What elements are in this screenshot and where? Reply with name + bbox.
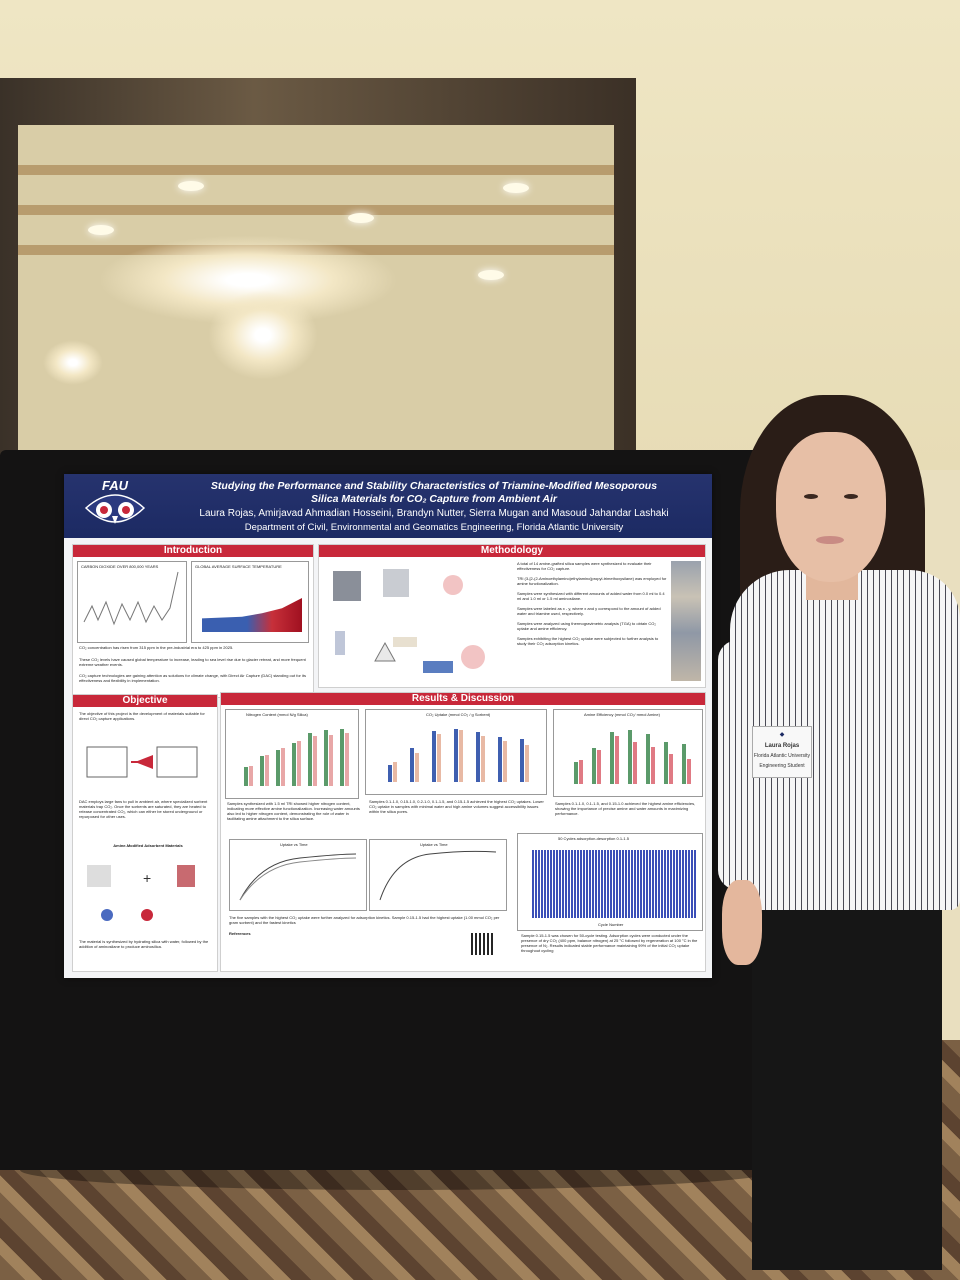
cycles-x-label: Cycle Number [598,922,624,927]
cycle-bars [532,850,696,918]
kinetics-chart-title-1: Uptake vs Time [280,842,308,847]
amine-efficiency-chart: Amine Efficiency (mmol CO₂/ mmol Amine) [553,709,703,797]
kinetics-chart-title-2: Uptake vs Time [420,842,448,847]
cycles-caption: Sample 0.15-1.5 was chosen for 50-cycle … [521,933,698,953]
chandelier [43,340,103,385]
research-poster: FAU Studying the Performance and Stabili… [64,474,712,978]
co2-history-chart: CARBON DIOXIDE OVER 800,000 YEARS [77,561,187,643]
objective-header: Objective [73,695,217,707]
chandelier [208,290,318,380]
poster-title-line2: Silica Materials for CO₂ Capture from Am… [311,493,557,505]
name-badge: ◆ Laura Rojas Florida Atlantic Universit… [752,726,812,778]
badge-line3: Engineering Student [759,763,805,769]
references-title: References [229,931,251,936]
intro-bullet-3: CO₂ capture technologies are gaining att… [79,673,306,683]
results-header: Results & Discussion [221,693,705,705]
bar-group [380,724,540,782]
results-section: Results & Discussion Nitrogen Content (m… [220,692,706,972]
dac-diagram [86,746,198,778]
cycles-chart: 50 Cycles adsorption-desorption 0.1-1.5 … [517,833,703,931]
temperature-chart: GLOBAL AVERAGE SURFACE TEMPERATURE [191,561,309,643]
poster-authors: Laura Rojas, Amirjavad Ahmadian Hosseini… [199,508,669,519]
nitrogen-caption: Samples synthesized with 1.5 ml TRI show… [227,801,360,821]
bar-group [568,724,696,784]
efficiency-caption: Samples 0.1-1.0, 0.1-1.5, and 0.15-1.0 a… [555,801,696,816]
objective-section: Objective The objective of this project … [72,694,218,972]
uptake-vs-time-chart-1: Uptake vs Time [229,839,367,911]
temp-chart-title: GLOBAL AVERAGE SURFACE TEMPERATURE [195,564,282,569]
introduction-section: Introduction CARBON DIOXIDE OVER 800,000… [72,544,314,698]
poster-department: Department of Civil, Environmental and G… [244,522,624,533]
nitrogen-content-chart: Nitrogen Content (mmol N/g Silica) [225,709,359,799]
method-bullet-3: Samples were synthesized with different … [517,591,665,601]
efficiency-chart-title: Amine Efficiency (mmol CO₂/ mmol Amine) [584,712,660,717]
qr-code[interactable] [471,933,493,955]
mirror-reflection [18,125,614,450]
cycles-chart-title: 50 Cycles adsorption-desorption 0.1-1.5 [558,836,629,841]
introduction-header: Introduction [73,545,313,557]
badge-logo-icon: ◆ [779,732,785,738]
badge-name: Laura Rojas [764,743,800,749]
poster-title-line1: Studying the Performance and Stability C… [210,480,658,492]
lab-photos [671,561,701,681]
synthesis-text: The material is synthesized by hydrating… [79,939,209,949]
uptake-chart-title: CO₂ Uptake (mmol CO₂ / g Sorbent) [426,712,491,717]
methodology-header: Methodology [319,545,705,557]
method-bullet-5: Samples were analyzed using thermogravim… [517,621,656,631]
method-bullet-1: A total of 14 amine-grafted silica sampl… [517,561,652,571]
dac-text: DAC employs large fans to pull in ambien… [79,799,208,819]
methodology-section: Methodology A total of 14 amine-grafted … [318,544,706,688]
co2-uptake-chart: CO₂ Uptake (mmol CO₂ / g Sorbent) [365,709,547,795]
uptake-caption: Samples 0.1-1.0, 0.15-1.0, 0.2-1.0, 0.1-… [369,799,544,814]
uptake-vs-time-chart-2: Uptake vs Time [369,839,507,911]
method-bullet-6: Samples exhibiting the highest CO₂ uptak… [517,636,659,646]
bar-group [238,724,354,786]
synthesis-process-diagram [333,569,485,673]
method-bullet-2: TRI (3-[2-(2-Aminoethylamino)ethylamino]… [517,576,667,586]
synthesis-diagram: + [87,865,195,921]
intro-bullet-1: CO₂ concentration has risen from 315 ppm… [79,645,234,650]
person-face [776,432,886,582]
fau-owl-logo: FAU [78,478,152,534]
co2-chart-title: CARBON DIOXIDE OVER 800,000 YEARS [81,564,159,569]
svg-text:+: + [143,870,151,886]
intro-bullet-2: These CO₂ levels have caused global temp… [79,657,306,667]
badge-line2: Florida Atlantic University [753,753,811,759]
synthesis-label: Amine-Modified Adsorbent Materials [113,843,183,848]
method-bullet-4: Samples were labeled as x - y, where x a… [517,606,661,616]
nitrogen-chart-title: Nitrogen Content (mmol N/g Silica) [246,712,308,717]
kinetics-caption: The five samples with the highest CO₂ up… [229,915,500,925]
poster-header: FAU Studying the Performance and Stabili… [64,474,712,538]
person-hand [722,880,762,965]
objective-text: The objective of this project is the dev… [79,711,205,721]
method-bullets: A total of 14 amine-grafted silica sampl… [517,561,667,646]
logo-text: FAU [102,478,128,493]
